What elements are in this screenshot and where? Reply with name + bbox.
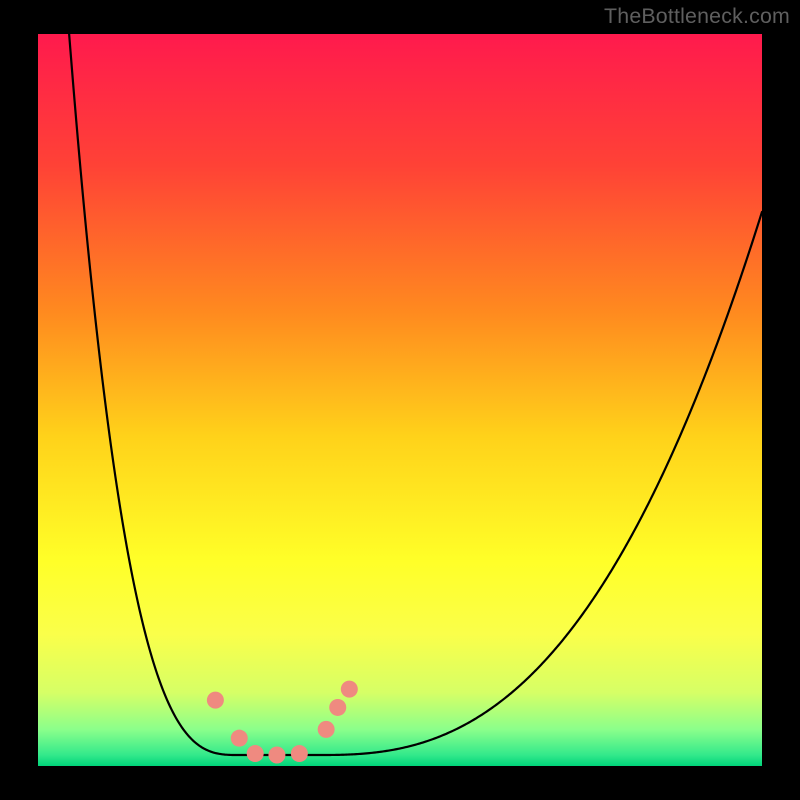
plot-background <box>38 34 762 766</box>
curve-marker <box>231 730 248 747</box>
curve-marker <box>341 681 358 698</box>
curve-marker <box>268 747 285 764</box>
curve-marker <box>329 699 346 716</box>
watermark-text: TheBottleneck.com <box>604 4 790 29</box>
stage: TheBottleneck.com <box>0 0 800 800</box>
bottleneck-plot <box>0 0 800 800</box>
curve-marker <box>207 692 224 709</box>
curve-marker <box>247 745 264 762</box>
curve-marker <box>318 721 335 738</box>
curve-marker <box>291 745 308 762</box>
